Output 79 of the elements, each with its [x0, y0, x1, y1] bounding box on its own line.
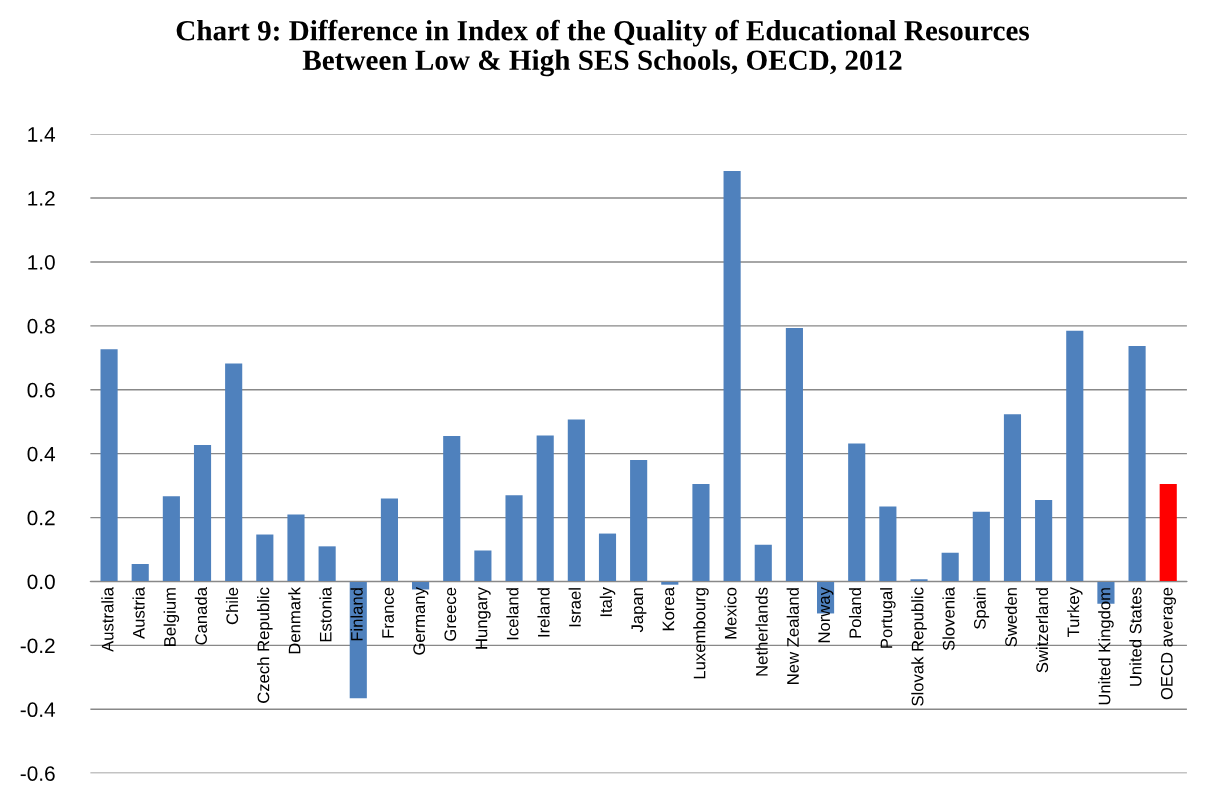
y-tick-label: 1.2	[28, 191, 55, 206]
x-tick-label: Switzerland	[1035, 588, 1049, 673]
bar	[567, 419, 585, 582]
x-tick-label: Czech Republic	[257, 587, 273, 703]
x-tick-label: New Zealand	[786, 588, 799, 684]
bar	[193, 445, 212, 582]
x-tick-label: OECD average	[1160, 587, 1176, 700]
x-tick-label: Chile	[225, 587, 239, 625]
x-tick-label: Austria	[132, 587, 145, 639]
bar	[380, 498, 398, 582]
bar	[1159, 484, 1177, 582]
bar	[1035, 500, 1053, 582]
x-tick-label: France	[382, 587, 394, 638]
x-tick-label: Turkey	[1067, 587, 1083, 637]
x-tick-label: Australia	[101, 587, 114, 652]
x-tick-label: Norway	[818, 587, 834, 643]
y-tick-label: 0.0	[27, 574, 55, 590]
bar	[879, 506, 897, 582]
y-tick-label: 0.4	[27, 446, 56, 462]
bar	[692, 484, 710, 582]
x-tick-label: Greece	[444, 587, 457, 641]
bar	[131, 563, 149, 582]
bar	[225, 363, 243, 582]
bar	[754, 544, 772, 582]
y-tick-label: 0.6	[27, 382, 55, 398]
bar	[723, 170, 741, 582]
x-tick-label: Iceland	[506, 588, 519, 640]
x-tick-label: Korea	[662, 587, 675, 631]
x-tick-label: United Kingdom	[1098, 588, 1114, 705]
bar	[598, 533, 617, 582]
x-tick-label: Denmark	[288, 587, 301, 654]
bar	[972, 511, 990, 582]
bar	[1003, 414, 1022, 582]
bar	[661, 581, 679, 585]
x-tick-label: Slovenia	[942, 587, 955, 651]
bar	[443, 436, 461, 582]
x-tick-label: Italy	[599, 587, 616, 617]
x-tick-label: Ireland	[537, 588, 550, 637]
bar	[941, 552, 959, 582]
bar	[256, 534, 274, 582]
bar	[910, 579, 928, 582]
x-tick-label: Slovak Republic	[911, 587, 927, 706]
x-tick-label: Belgium	[163, 588, 180, 646]
x-tick-label: Germany	[413, 587, 429, 655]
bar	[349, 581, 367, 699]
y-tick-label: -0.6	[20, 766, 55, 781]
x-tick-label: Portugal	[880, 588, 896, 648]
bar	[474, 550, 492, 582]
y-tick-label: -0.2	[20, 638, 55, 654]
x-tick-label: Mexico	[724, 587, 737, 639]
bar	[848, 443, 866, 582]
y-tick-label: -0.4	[20, 702, 56, 718]
x-tick-label: Canada	[194, 587, 207, 645]
chart-title: Chart 9: Difference in Index of the Quality of Educational Resources Between Low & High SES Schools, OECD, 2012	[176, 19, 1030, 77]
bar	[318, 546, 336, 582]
bar	[287, 514, 305, 582]
x-tick-label: Estonia	[319, 587, 332, 642]
x-tick-label: Japan	[631, 588, 647, 633]
x-tick-label: United States	[1129, 587, 1142, 686]
y-tick-label: 0.8	[27, 318, 55, 334]
x-tick-label: Luxembourg	[693, 588, 709, 679]
x-tick-label: Netherlands	[755, 587, 768, 676]
bar	[1066, 330, 1084, 582]
x-tick-label: Israel	[568, 588, 581, 627]
bar	[785, 328, 803, 582]
bar	[1128, 345, 1146, 582]
x-tick-label: Hungary	[475, 587, 491, 649]
bar	[100, 349, 118, 582]
bar	[536, 435, 554, 582]
y-tick-label: 1.0	[28, 254, 55, 270]
x-tick-label: Spain	[973, 588, 990, 629]
x-tick-label: Finland	[350, 588, 363, 641]
bar	[162, 496, 180, 582]
bar	[630, 460, 648, 582]
y-tick-label: 0.2	[27, 510, 55, 526]
bar	[505, 495, 523, 582]
x-tick-label: Sweden	[1004, 588, 1017, 647]
x-tick-label: Poland	[848, 588, 862, 638]
y-tick-label: 1.4	[28, 127, 56, 142]
